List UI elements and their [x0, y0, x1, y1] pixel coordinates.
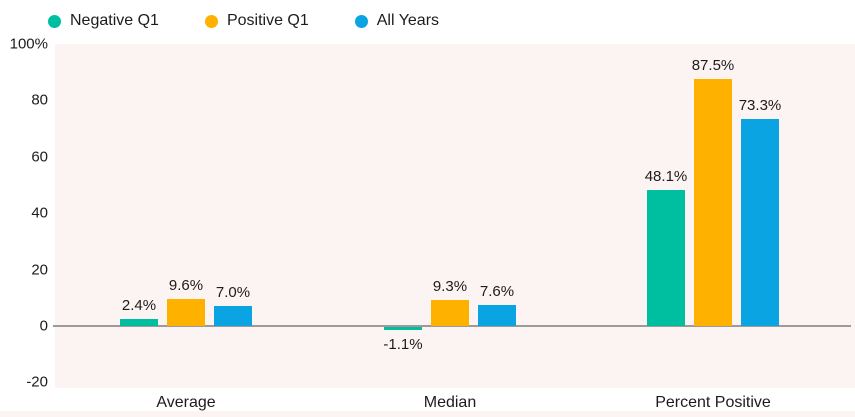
bar-median-all-years	[478, 304, 516, 326]
y-tick-label: 80	[31, 91, 48, 109]
x-category-label: Median	[423, 394, 477, 411]
legend: Negative Q1 Positive Q1 All Years	[48, 12, 439, 30]
y-tick-label: 60	[31, 148, 48, 166]
legend-label: Positive Q1	[226, 12, 309, 29]
legend-dot-icon	[48, 14, 61, 28]
legend-label: Negative Q1	[70, 12, 159, 29]
bottom-strip	[0, 411, 855, 417]
bar-value-label: 2.4%	[121, 297, 157, 315]
bar-average-all-years	[214, 306, 252, 326]
legend-item-negative-q1: Negative Q1	[48, 12, 159, 30]
bar-value-label: 7.0%	[215, 284, 251, 302]
bar-value-label: 48.1%	[644, 168, 688, 186]
legend-label: All Years	[376, 12, 440, 29]
y-tick-label: 100%	[9, 35, 48, 53]
bar-median-negative-q1	[384, 327, 422, 331]
legend-dot-icon	[204, 14, 218, 28]
plot-area	[55, 44, 855, 388]
bar-percent-positive-positive-q1	[694, 79, 732, 326]
bar-value-label: 73.3%	[738, 97, 782, 115]
bar-average-negative-q1	[120, 319, 158, 326]
bar-value-label: 9.6%	[168, 276, 204, 294]
bar-percent-positive-negative-q1	[647, 190, 685, 326]
bar-value-label: 7.6%	[479, 282, 515, 300]
bar-percent-positive-all-years	[741, 119, 779, 326]
bar-value-label: -1.1%	[383, 336, 423, 354]
bar-average-positive-q1	[167, 298, 205, 326]
y-tick-label: 20	[31, 261, 48, 279]
bar-value-label: 9.3%	[432, 277, 468, 295]
bar-value-label: 87.5%	[691, 57, 735, 75]
x-category-label: Percent Positive	[655, 394, 771, 411]
y-tick-label: -20	[26, 373, 48, 391]
y-tick-label: 0	[39, 317, 48, 335]
y-tick-label: 40	[31, 204, 48, 222]
zero-axis-line	[53, 325, 851, 327]
legend-item-all-years: All Years	[354, 12, 440, 30]
legend-item-positive-q1: Positive Q1	[204, 12, 309, 30]
x-category-label: Average	[156, 394, 216, 411]
legend-dot-icon	[354, 14, 368, 28]
bar-median-positive-q1	[431, 299, 469, 326]
